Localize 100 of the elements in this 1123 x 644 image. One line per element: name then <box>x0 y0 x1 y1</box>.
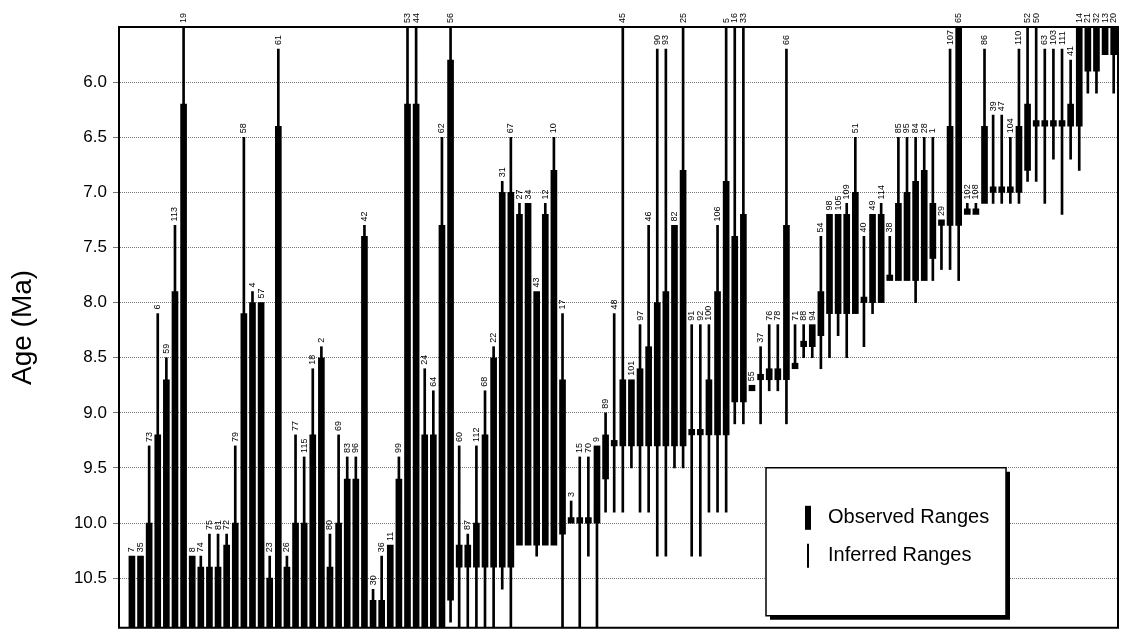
x-tick-label: 3 <box>565 492 576 498</box>
x-tick-label: 88 <box>798 310 809 321</box>
x-tick-label: 81 <box>212 520 223 531</box>
x-tick-label: 71 <box>789 310 800 321</box>
x-tick-label: 46 <box>643 211 654 222</box>
x-tick-label: 45 <box>617 12 628 23</box>
x-tick-label: 103 <box>1047 30 1058 46</box>
x-tick-label: 72 <box>221 520 232 531</box>
x-tick-label: 40 <box>858 222 869 233</box>
x-tick-label: 60 <box>453 431 464 442</box>
x-tick-label: 1 <box>927 128 938 134</box>
x-tick-label: 100 <box>703 305 714 321</box>
x-tick-label: 2 <box>315 337 326 343</box>
x-tick-label: 77 <box>290 420 301 431</box>
x-tick-label: 23 <box>264 542 275 553</box>
y-tick-label: 7.0 <box>83 182 107 202</box>
x-tick-label: 87 <box>462 520 473 531</box>
x-tick-label: 44 <box>410 12 421 23</box>
x-tick-label: 15 <box>574 442 585 453</box>
x-tick-label: 9 <box>591 436 602 442</box>
x-tick-label: 50 <box>1030 12 1041 23</box>
x-tick-label: 75 <box>203 520 214 531</box>
x-tick-label: 37 <box>755 332 766 343</box>
bar <box>524 203 532 546</box>
x-tick-label: 25 <box>677 12 688 23</box>
x-tick-label: 16 <box>729 12 740 23</box>
x-tick-label: 33 <box>737 12 748 23</box>
x-tick-label: 83 <box>341 442 352 453</box>
x-tick-label: 10 <box>548 123 559 134</box>
x-tick-label: 102 <box>961 184 972 200</box>
x-tick-label: 80 <box>324 520 335 531</box>
y-tick-label: 6.0 <box>83 71 107 91</box>
x-tick-label: 96 <box>350 442 361 453</box>
x-tick-label: 47 <box>996 101 1007 112</box>
x-tick-label: 115 <box>298 438 309 453</box>
x-tick-label: 99 <box>393 442 404 453</box>
x-tick-label: 22 <box>488 332 499 343</box>
x-tick-label: 69 <box>333 420 344 431</box>
x-tick-label: 91 <box>686 310 697 321</box>
x-tick-label: 6 <box>152 304 163 310</box>
x-tick-label: 82 <box>668 211 679 222</box>
x-tick-label: 19 <box>178 12 189 23</box>
y-axis-title: Age (Ma) <box>5 269 37 385</box>
x-tick-label: 14 <box>1073 12 1084 23</box>
y-tick-label: 7.5 <box>83 237 107 257</box>
x-tick-label: 112 <box>470 427 481 442</box>
x-tick-label: 94 <box>806 310 817 321</box>
x-tick-label: 8 <box>186 547 197 553</box>
x-tick-label: 7 <box>126 547 137 553</box>
x-tick-label: 24 <box>419 354 430 365</box>
x-tick-label: 35 <box>135 542 146 553</box>
x-tick-label: 111 <box>1056 31 1067 46</box>
x-tick-label: 57 <box>255 288 266 299</box>
x-tick-label: 62 <box>436 123 447 134</box>
x-tick-label: 28 <box>918 123 929 134</box>
x-tick-label: 4 <box>246 282 257 288</box>
x-tick-label: 27 <box>513 189 524 200</box>
x-tick-label: 41 <box>1065 46 1076 57</box>
y-tick-label: 8.5 <box>83 347 107 367</box>
x-tick-label: 64 <box>427 376 438 387</box>
x-tick-label: 67 <box>505 123 516 134</box>
x-tick-label: 51 <box>849 123 860 134</box>
x-tick-label: 84 <box>910 123 921 134</box>
x-tick-label: 26 <box>281 542 292 553</box>
x-tick-label: 11 <box>384 531 395 542</box>
x-tick-label: 59 <box>160 343 171 354</box>
x-tick-label: 13 <box>1099 12 1110 23</box>
y-tick-label: 9.0 <box>83 402 107 422</box>
y-tick-label: 8.0 <box>83 292 107 312</box>
x-tick-label: 66 <box>780 35 791 46</box>
x-tick-label: 38 <box>884 222 895 233</box>
x-tick-label: 110 <box>1013 30 1024 46</box>
x-tick-label: 65 <box>953 12 964 23</box>
x-tick-label: 58 <box>238 123 249 134</box>
y-tick-label: 6.5 <box>83 126 107 146</box>
y-tick-label: 10.5 <box>73 567 107 587</box>
x-tick-label: 56 <box>445 12 456 23</box>
x-tick-label: 34 <box>522 189 533 200</box>
legend-label: Inferred Ranges <box>828 543 972 566</box>
x-tick-label: 49 <box>867 200 878 211</box>
x-tick-label: 104 <box>1004 118 1015 134</box>
x-tick-label: 55 <box>746 371 757 382</box>
x-tick-label: 53 <box>401 12 412 23</box>
x-tick-label: 12 <box>539 189 550 200</box>
x-tick-label: 89 <box>600 398 611 409</box>
x-tick-label: 52 <box>1022 12 1033 23</box>
x-tick-label: 105 <box>832 195 843 211</box>
x-tick-label: 106 <box>712 206 723 222</box>
x-tick-label: 93 <box>660 35 671 46</box>
x-tick-label: 97 <box>634 310 645 321</box>
x-tick-label: 32 <box>1090 12 1101 23</box>
x-tick-label: 39 <box>987 101 998 112</box>
x-tick-label: 79 <box>229 431 240 442</box>
x-tick-label: 61 <box>272 35 283 46</box>
x-tick-label: 73 <box>143 431 154 442</box>
x-tick-label: 109 <box>841 184 852 200</box>
x-tick-label: 70 <box>582 442 593 453</box>
x-tick-label: 54 <box>815 222 826 233</box>
x-tick-label: 108 <box>970 184 981 200</box>
x-tick-label: 113 <box>169 207 180 222</box>
